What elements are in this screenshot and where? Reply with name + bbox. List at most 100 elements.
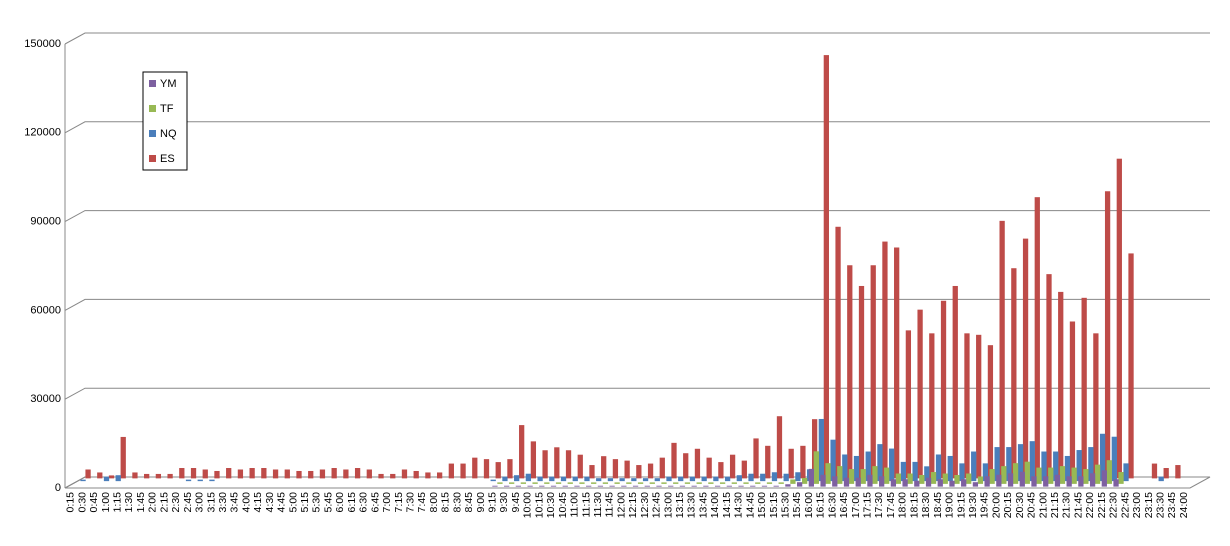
bar	[1088, 447, 1094, 482]
grid-line	[64, 387, 1210, 400]
bar	[706, 457, 712, 479]
bar	[912, 461, 918, 482]
bar	[959, 463, 965, 482]
legend-label: ES	[160, 153, 175, 165]
bar	[870, 265, 876, 479]
bar	[999, 220, 1005, 479]
bar	[460, 463, 466, 479]
bar	[197, 479, 203, 482]
bar	[790, 479, 796, 484]
x-tick-label: 23:45	[1166, 492, 1178, 518]
x-tick-label: 12:15	[627, 492, 639, 518]
bar	[713, 476, 719, 482]
x-tick-label: 9:30	[498, 492, 510, 513]
bar	[987, 345, 994, 479]
bar	[647, 463, 654, 479]
bar	[935, 454, 942, 482]
bar	[895, 473, 902, 484]
bar	[1175, 465, 1181, 479]
bar	[701, 476, 707, 482]
bar	[823, 55, 829, 479]
bar	[1151, 463, 1158, 479]
bar	[319, 469, 326, 479]
bar	[889, 448, 895, 482]
bar	[750, 485, 756, 487]
x-tick-label: 22:30	[1108, 492, 1120, 518]
bar	[1113, 479, 1119, 487]
bar	[890, 479, 897, 487]
bar	[366, 469, 372, 479]
bar	[989, 469, 995, 484]
bar	[696, 482, 702, 484]
bar	[607, 478, 614, 482]
x-tick-label: 16:45	[838, 492, 850, 518]
bar	[937, 479, 943, 487]
x-tick-label: 2:00	[147, 492, 159, 513]
bar	[1123, 463, 1129, 482]
bar	[1024, 461, 1030, 484]
x-tick-label: 7:30	[404, 492, 416, 513]
bar	[949, 480, 955, 487]
x-tick-label: 19:45	[979, 492, 991, 518]
bar	[586, 485, 592, 487]
bar	[964, 333, 970, 479]
bar	[190, 468, 197, 479]
bar	[800, 445, 806, 479]
bar	[567, 482, 573, 484]
bar	[808, 468, 814, 487]
bar	[743, 482, 749, 484]
bar	[1011, 268, 1017, 479]
legend-swatch	[149, 155, 156, 162]
bar	[509, 482, 515, 484]
x-tick-label: 1:15	[112, 492, 124, 513]
bar	[825, 463, 831, 484]
bar	[284, 469, 290, 479]
bar	[778, 482, 784, 484]
bar	[602, 482, 609, 484]
bar	[801, 477, 808, 484]
x-tick-label: 14:30	[733, 492, 745, 518]
bar	[1064, 455, 1071, 482]
bar	[884, 467, 890, 484]
bar	[108, 475, 115, 479]
bar	[703, 485, 709, 487]
bar	[579, 482, 585, 484]
x-tick-label: 10:15	[533, 492, 545, 518]
x-tick-label: 13:15	[674, 492, 686, 518]
bar	[1081, 297, 1087, 479]
bar	[1041, 451, 1047, 482]
bar	[1101, 470, 1107, 487]
bar	[519, 425, 525, 479]
x-tick-label: 3:45	[229, 492, 241, 513]
bar	[726, 485, 732, 487]
bar	[1116, 158, 1122, 479]
bar	[858, 285, 865, 479]
bar	[562, 485, 568, 487]
x-tick-label: 14:00	[709, 492, 721, 518]
bar	[694, 448, 701, 479]
bar	[666, 476, 672, 482]
bar	[343, 469, 349, 479]
x-tick-label: 3:30	[217, 492, 229, 513]
x-tick-label: 12:45	[651, 492, 663, 518]
x-tick-label: 11:45	[604, 492, 616, 518]
bar	[917, 309, 923, 479]
legend-label: NQ	[160, 128, 177, 140]
bar	[853, 455, 860, 482]
x-tick-label: 19:30	[967, 492, 979, 518]
x-tick-label: 6:30	[358, 492, 370, 513]
bar	[679, 485, 686, 487]
bar	[1046, 274, 1052, 479]
bar	[813, 451, 819, 484]
bar	[1066, 476, 1072, 487]
legend-swatch	[149, 130, 156, 137]
x-tick-label: 9:45	[510, 492, 522, 513]
x-tick-label: 2:30	[170, 492, 182, 513]
bar	[390, 473, 396, 479]
bar	[492, 485, 498, 487]
bar	[1048, 467, 1054, 484]
x-tick-label: 21:45	[1072, 492, 1084, 518]
bar	[1059, 466, 1066, 484]
bar	[668, 485, 674, 487]
